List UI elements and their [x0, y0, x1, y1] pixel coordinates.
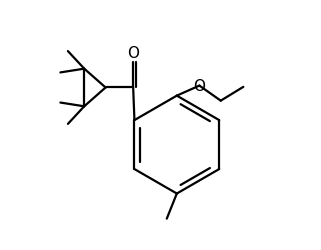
- Text: O: O: [127, 46, 139, 61]
- Text: O: O: [194, 79, 205, 94]
